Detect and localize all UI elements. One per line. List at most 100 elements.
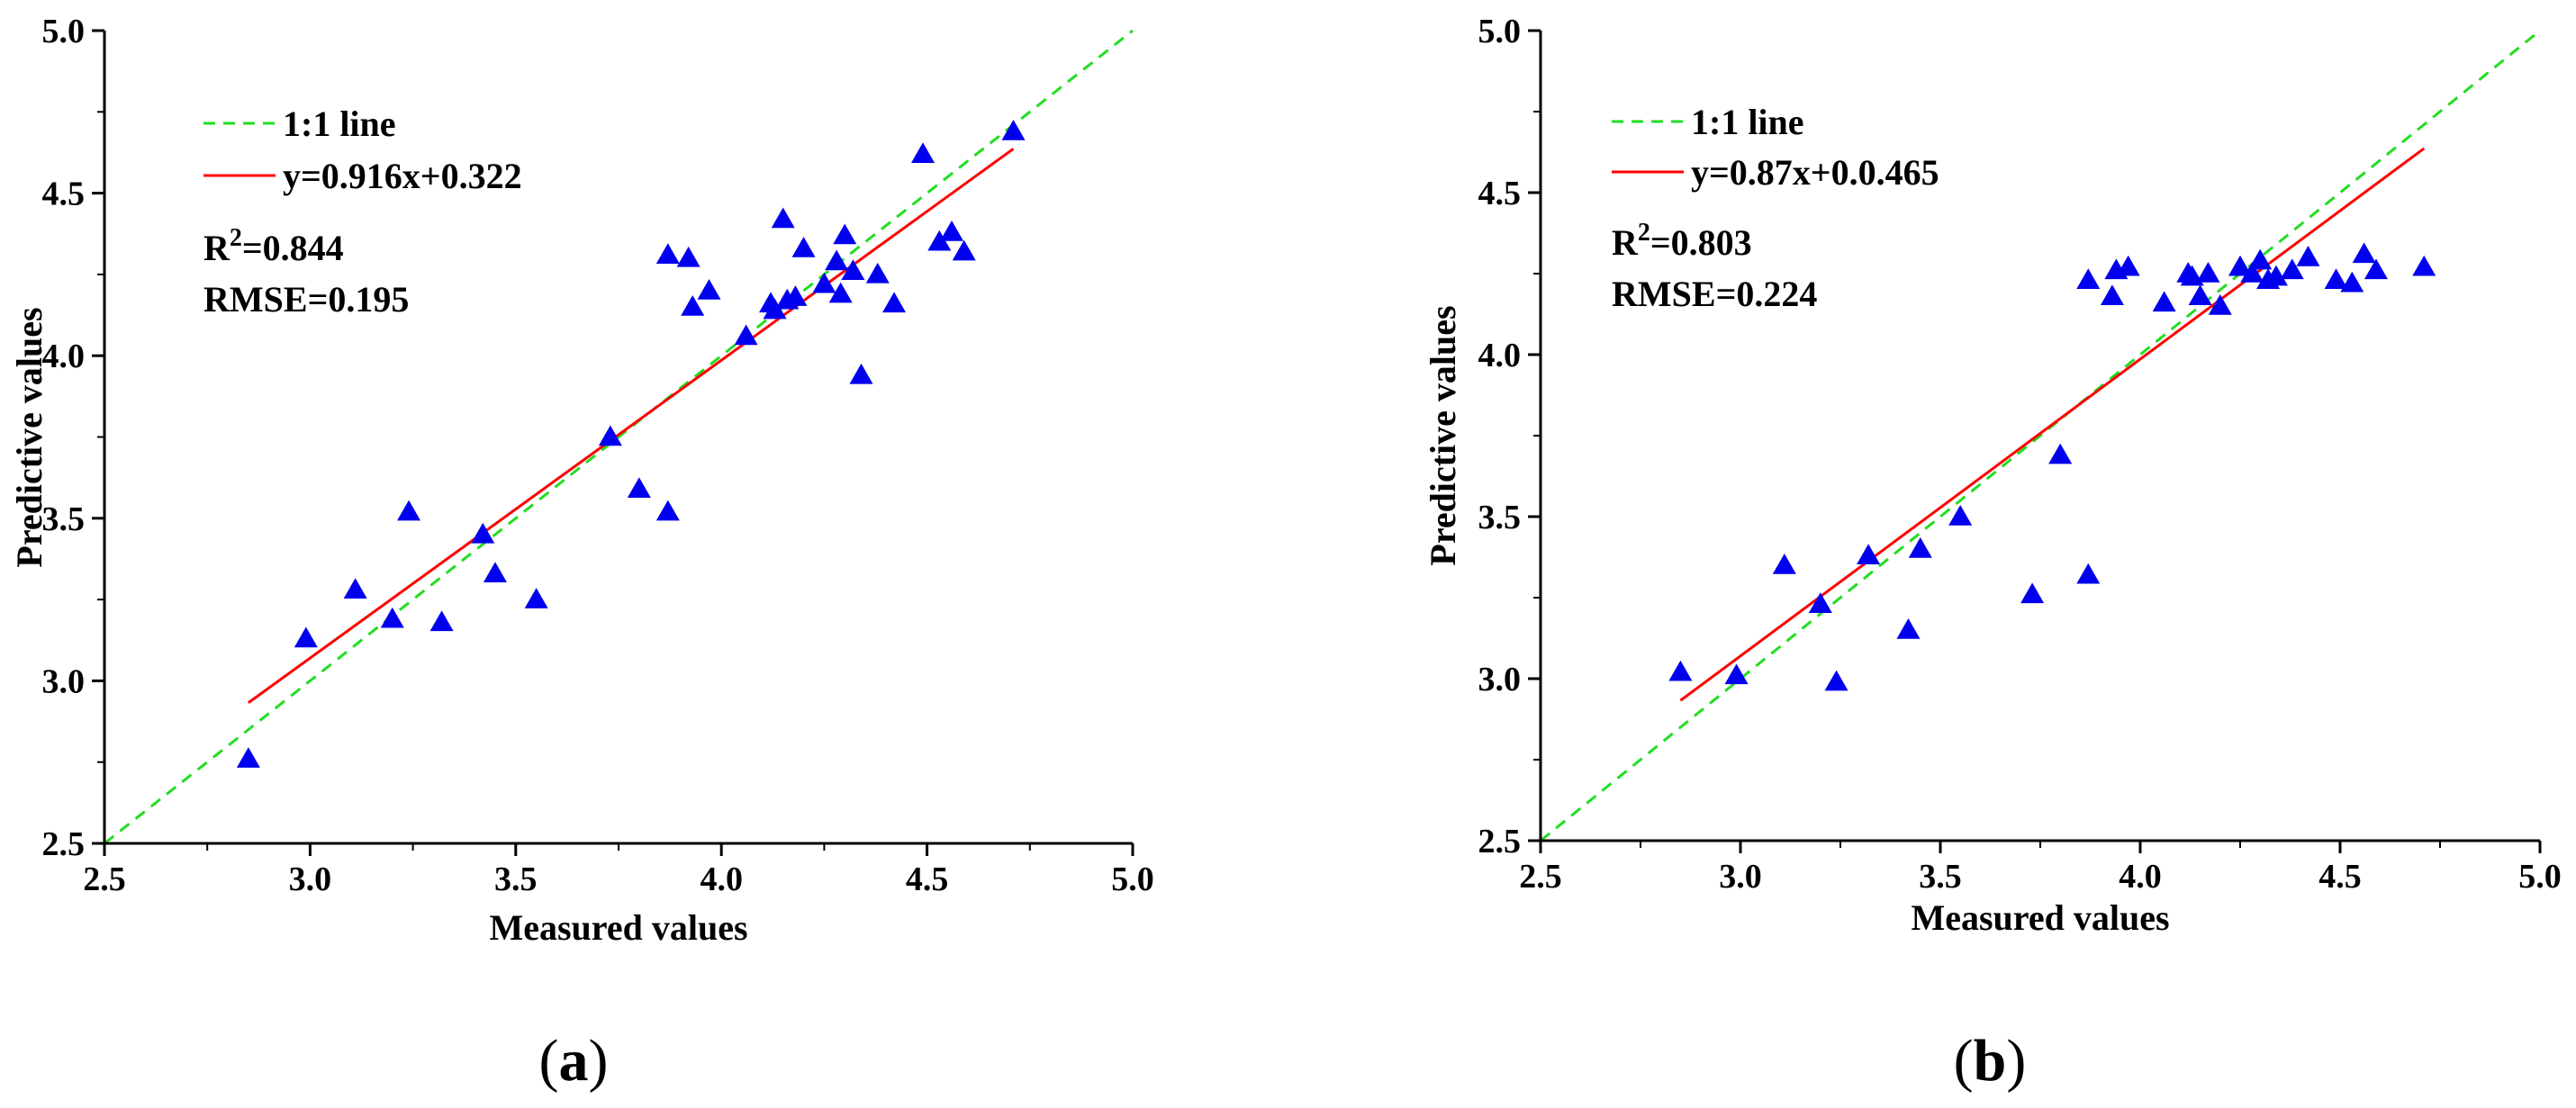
panel-a-point-10 [627, 477, 651, 499]
panel-b: 2.5 3.0 3.5 4.0 4.5 5.0 2.5 3.0 3.5 4.0 4.5 5.0 Me… [1423, 13, 2562, 1094]
panel-a-point-12 [655, 243, 680, 264]
panel-b-point-29 [2324, 268, 2348, 289]
panel-b-point-1 [1724, 663, 1749, 685]
panel-b-point-0 [1668, 660, 1693, 681]
panel-b-r2-value: =0.803 [1650, 222, 1752, 263]
panel-b-point-28 [2296, 246, 2320, 266]
panel-a-y-label: Predictive values [9, 307, 50, 567]
panel-b-point-24 [2248, 248, 2273, 270]
panel-a-label: (a) [539, 1028, 609, 1094]
panel-b-legend-identity-label: 1:1 line [1691, 102, 1804, 142]
panel-a-point-21 [783, 285, 808, 306]
panel-a-x-tick-label-5: 5.0 [1111, 860, 1154, 898]
panel-a-point-31 [911, 142, 935, 164]
panel-b-marks [1540, 29, 2541, 842]
panel-b-x-tick-label-5: 5.0 [2518, 858, 2562, 896]
panel-b-point-10 [2048, 443, 2073, 464]
panel-b-point-9 [2020, 582, 2045, 604]
panel-a-legend-r2: R2=0.844 [203, 224, 344, 268]
panel-a-r2-value: =0.844 [242, 228, 344, 268]
panel-a-point-2 [343, 578, 367, 599]
panel-a-point-32 [927, 230, 952, 251]
panel-b-point-16 [2152, 291, 2176, 312]
panel-a-point-28 [849, 363, 873, 384]
panel-b-legend-rmse: RMSE=0.224 [1612, 274, 1817, 314]
panel-a-y-tick-label-1: 3.0 [42, 662, 86, 700]
panel-b-x-tick-label-3: 4.0 [2119, 858, 2162, 896]
panel-a-point-33 [940, 220, 964, 241]
panel-a-point-5 [429, 610, 454, 632]
panel-b-point-30 [2340, 271, 2364, 293]
panel-a-point-24 [825, 249, 849, 271]
panel-b-y-tick-label-0: 2.5 [1478, 823, 1522, 860]
panel-a-point-11 [655, 500, 680, 521]
panel-b-y-tick-label-5: 5.0 [1478, 13, 1522, 50]
panel-a-x-ticks: 2.5 3.0 3.5 4.0 4.5 5.0 [83, 843, 1154, 898]
panel-b-x-tick-label-1: 3.0 [1719, 858, 1762, 896]
panel-b-point-15 [2116, 255, 2140, 276]
panel-b-r2-prefix: R [1612, 222, 1639, 263]
panel-a-point-13 [676, 246, 700, 267]
panel-b-x-ticks: 2.5 3.0 3.5 4.0 4.5 5.0 [1519, 841, 2562, 896]
panel-a-point-14 [681, 295, 705, 316]
panel-a-point-27 [841, 259, 865, 281]
panel-a-y-tick-label-0: 2.5 [42, 825, 86, 863]
panel-b-r2-sup: 2 [1638, 219, 1650, 247]
panel-a-r2-prefix: R [203, 228, 230, 268]
panel-b-point-5 [1857, 544, 1881, 564]
panel-a-point-35 [1001, 119, 1026, 140]
panel-b-point-33 [2412, 255, 2436, 276]
panel-b-x-tick-label-2: 3.5 [1919, 858, 1962, 896]
panel-b-y-ticks: 2.5 3.0 3.5 4.0 4.5 5.0 [1478, 13, 1541, 860]
panel-b-point-32 [2364, 258, 2388, 280]
panel-a-point-15 [697, 278, 721, 300]
panel-b-point-27 [2280, 258, 2304, 280]
panel-a-x-tick-label-2: 3.5 [494, 860, 538, 898]
panel-a-x-label: Measured values [489, 907, 747, 948]
panel-b-point-4 [1824, 670, 1848, 691]
panel-a-legend-rmse: RMSE=0.195 [203, 279, 409, 320]
panel-b-letter: b [1974, 1028, 2007, 1094]
panel-a-x-tick-label-1: 3.0 [289, 860, 332, 898]
panel-a-y-tick-label-3: 4.0 [42, 338, 86, 375]
panel-b-fit-line [1679, 147, 2426, 702]
panel-b-label: (b) [1954, 1028, 2027, 1094]
panel-a-point-19 [771, 207, 795, 229]
panel-a-point-0 [236, 747, 260, 768]
panel-b-point-6 [1896, 618, 1921, 639]
panel-a-point-3 [380, 607, 404, 628]
panel-b-point-2 [1772, 554, 1796, 574]
panel-b-y-label: Predictive values [1423, 305, 1463, 565]
panel-a-legend-fit-label: y=0.916x+0.322 [283, 156, 522, 196]
panel-b-y-tick-label-3: 4.0 [1478, 337, 1522, 374]
panel-a-point-4 [397, 500, 421, 521]
panel-a-point-34 [952, 239, 976, 261]
panel-b-point-22 [2228, 255, 2252, 276]
panel-a-point-22 [791, 237, 816, 257]
panel-a-point-6 [471, 522, 495, 544]
panel-b-point-31 [2352, 242, 2376, 264]
panel-b-legend-r2: R2=0.803 [1612, 219, 1752, 263]
panel-b-point-13 [2100, 284, 2124, 305]
panel-a-y-tick-label-4: 4.5 [42, 176, 86, 213]
panel-a-point-1 [294, 626, 318, 648]
panel-a-legend: 1:1 line y=0.916x+0.322 R2=0.844 RMSE=0.… [203, 104, 522, 320]
panel-a-fit-line [248, 148, 1015, 704]
panel-a-marks [104, 29, 1134, 845]
panel-b-point-19 [2188, 284, 2212, 305]
panel-a-point-26 [833, 223, 857, 245]
panel-b-point-11 [2076, 563, 2101, 584]
panel-b-x-tick-label-0: 2.5 [1519, 858, 1562, 896]
panel-b-point-26 [2264, 265, 2288, 286]
panel-b-y-tick-label-2: 3.5 [1478, 499, 1522, 536]
panel-a-y-tick-label-2: 3.5 [42, 500, 86, 538]
panel-b-y-tick-label-1: 3.0 [1478, 661, 1522, 698]
panel-b-point-23 [2240, 262, 2264, 283]
panel-a-point-7 [483, 562, 507, 582]
panel-b-y-tick-label-4: 4.5 [1478, 175, 1522, 212]
panel-a-point-29 [865, 262, 890, 284]
panel-b-point-21 [2208, 294, 2232, 315]
panel-a-point-30 [882, 292, 907, 313]
panel-b-point-12 [2076, 268, 2101, 289]
